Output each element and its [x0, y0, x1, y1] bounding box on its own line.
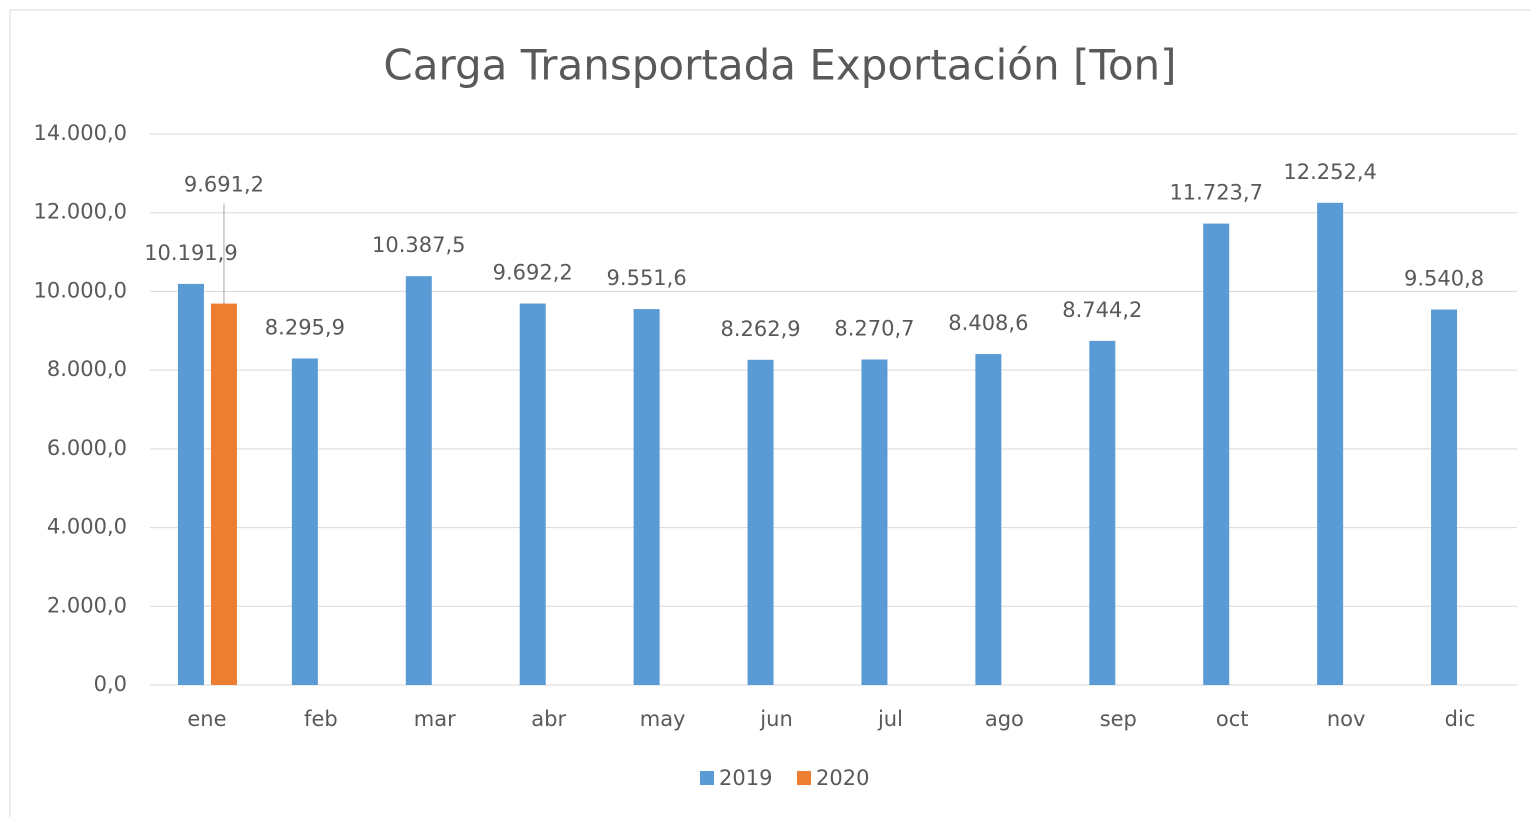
legend-label: 2019 [719, 766, 772, 790]
data-label: 10.387,5 [372, 233, 466, 257]
y-tick-label: 0,0 [94, 672, 127, 696]
legend-swatch [700, 771, 714, 785]
bar [291, 358, 318, 685]
bar [1317, 202, 1344, 685]
y-tick-label: 14.000,0 [33, 121, 127, 145]
data-label: 9.551,6 [607, 266, 687, 290]
x-tick-label: oct [1216, 707, 1249, 731]
bar [177, 283, 204, 685]
data-label: 10.191,9 [144, 241, 238, 265]
x-tick-label: feb [304, 707, 338, 731]
data-label: 9.691,2 [184, 173, 264, 197]
legend-swatch [797, 771, 811, 785]
y-tick-label: 8.000,0 [47, 357, 127, 381]
y-tick-label: 2.000,0 [47, 593, 127, 617]
x-tick-label: mar [414, 707, 456, 731]
chart-title: Carga Transportada Exportación [Ton] [383, 41, 1176, 90]
bar [210, 303, 237, 685]
data-label: 8.270,7 [834, 316, 914, 340]
x-tick-label: may [640, 707, 686, 731]
y-tick-label: 6.000,0 [47, 436, 127, 460]
data-label: 9.540,8 [1404, 267, 1484, 291]
data-label: 11.723,7 [1169, 181, 1263, 205]
x-tick-label: ago [985, 707, 1024, 731]
data-label: 12.252,4 [1283, 160, 1377, 184]
bar [861, 359, 888, 685]
x-tick-label: abr [531, 707, 566, 731]
bar [1089, 340, 1116, 685]
data-label: 8.744,2 [1062, 298, 1142, 322]
x-tick-label: sep [1100, 707, 1137, 731]
x-tick-label: ene [187, 707, 226, 731]
bar [405, 276, 432, 685]
bar [633, 309, 660, 685]
data-label: 8.262,9 [720, 317, 800, 341]
y-tick-label: 12.000,0 [33, 200, 127, 224]
x-tick-label: dic [1445, 707, 1476, 731]
y-tick-label: 4.000,0 [47, 515, 127, 539]
legend-label: 2020 [816, 766, 869, 790]
x-tick-label: jul [877, 707, 903, 731]
bar [975, 354, 1002, 685]
x-tick-label: nov [1327, 707, 1366, 731]
bar [519, 303, 546, 685]
y-tick-label: 10.000,0 [33, 278, 127, 302]
bar [747, 359, 774, 685]
bar [1431, 309, 1458, 685]
bar [1203, 223, 1230, 685]
data-label: 9.692,2 [493, 261, 573, 285]
x-tick-label: jun [759, 707, 792, 731]
data-label: 8.295,9 [265, 315, 345, 339]
data-label: 8.408,6 [948, 311, 1028, 335]
